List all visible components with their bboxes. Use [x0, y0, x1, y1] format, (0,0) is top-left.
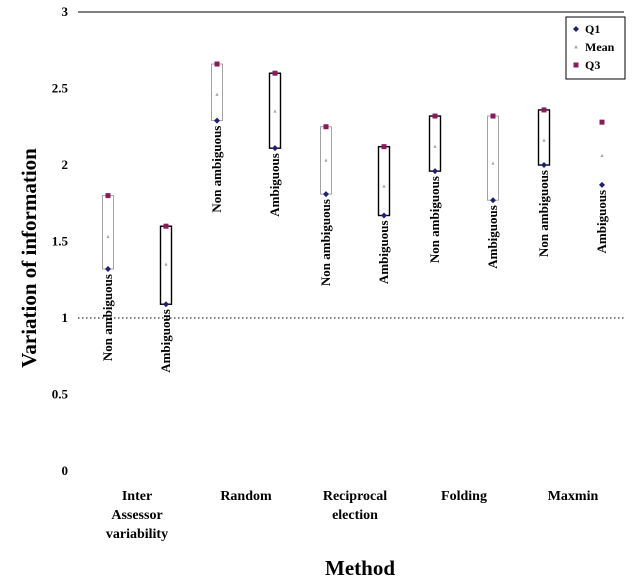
box-frame — [487, 115, 499, 201]
mean-marker — [600, 153, 604, 158]
box-label: Ambiguous — [594, 190, 609, 254]
y-tick-label: 0.5 — [52, 387, 69, 402]
mean-marker — [164, 262, 168, 266]
box-label: Ambiguous — [158, 309, 173, 373]
mean-marker — [215, 92, 219, 96]
legend-mean-marker — [574, 45, 578, 49]
box-frame — [537, 109, 551, 166]
box-4: Ambiguous — [267, 70, 282, 217]
box-frame — [377, 145, 391, 217]
q3-marker — [599, 119, 605, 125]
group-label: Inter — [122, 489, 152, 504]
box-label: Ambiguous — [376, 220, 391, 284]
group-label: Random — [220, 489, 272, 504]
box-6: Ambiguous — [376, 144, 391, 284]
group-label: Reciprocal — [323, 489, 387, 504]
q1-marker — [490, 197, 496, 204]
box-1: Non ambiguous — [100, 193, 115, 361]
q3-marker — [541, 107, 547, 113]
mean-marker — [273, 109, 277, 113]
group-label: Maxmin — [548, 489, 599, 504]
box-label: Non ambiguous — [100, 274, 115, 361]
q1-marker — [214, 117, 220, 124]
legend: Q1 Mean Q3 — [565, 16, 626, 80]
box-7: Non ambiguous — [427, 113, 442, 263]
q1-marker — [599, 181, 605, 188]
box-label: Ambiguous — [485, 205, 500, 269]
box-frame — [211, 63, 223, 122]
legend-label: Mean — [585, 40, 615, 54]
box-frame — [428, 115, 442, 172]
box-2: Ambiguous — [158, 223, 173, 373]
q3-marker — [272, 70, 278, 76]
x-group-labels: Inter Assessor variability Random Reciprocal… — [106, 489, 599, 542]
group-label: Folding — [441, 489, 487, 504]
y-tick-label: 0 — [62, 463, 69, 478]
mean-marker — [106, 234, 110, 239]
mean-marker — [433, 144, 437, 148]
q3-marker — [381, 144, 387, 150]
box-frame — [102, 195, 114, 270]
box-5: Non ambiguous — [318, 124, 333, 286]
q3-marker — [105, 193, 111, 199]
group-label: variability — [106, 527, 168, 542]
y-tick-label: 2 — [62, 157, 69, 172]
y-axis-label: Variation of information — [17, 148, 41, 368]
box-3: Non ambiguous — [209, 61, 224, 213]
mean-marker — [382, 184, 386, 188]
mean-marker — [491, 161, 495, 165]
q1-marker — [272, 145, 278, 152]
box-8: Ambiguous — [485, 113, 500, 269]
q3-marker — [323, 124, 329, 130]
y-tick-labels: 0 0.5 1 1.5 2 2.5 3 — [52, 4, 69, 478]
box-label: Non ambiguous — [427, 176, 442, 263]
q1-marker — [541, 162, 547, 168]
q3-marker — [490, 113, 496, 119]
legend-q3-marker — [573, 62, 579, 68]
group-label: election — [332, 508, 378, 523]
y-tick-label: 1.5 — [52, 234, 69, 249]
q1-marker — [323, 191, 329, 198]
mean-marker — [542, 138, 546, 142]
box-label: Non ambiguous — [318, 199, 333, 286]
box-label: Non ambiguous — [536, 170, 551, 257]
x-axis-label: Method — [325, 556, 395, 580]
box-10: Ambiguous — [594, 119, 609, 254]
mean-marker — [324, 158, 328, 162]
box-label: Ambiguous — [267, 153, 282, 217]
y-tick-label: 1 — [62, 310, 69, 325]
box-9: Non ambiguous — [536, 107, 551, 257]
q1-marker — [105, 266, 111, 273]
legend-label: Q3 — [585, 58, 600, 72]
legend-label: Q1 — [585, 22, 600, 36]
q1-marker — [432, 168, 438, 175]
q1-marker — [381, 212, 387, 219]
box-label: Non ambiguous — [209, 126, 224, 213]
box-layer: Non ambiguous Ambiguous Non ambiguous Ambig… — [100, 61, 609, 373]
y-tick-label: 3 — [62, 4, 69, 19]
q3-marker — [214, 61, 220, 67]
q3-marker — [163, 223, 169, 229]
y-tick-label: 2.5 — [52, 81, 69, 96]
group-label: Assessor — [111, 508, 162, 523]
q3-marker — [432, 113, 438, 119]
legend-q1-marker — [573, 26, 579, 32]
q1-marker — [163, 301, 169, 308]
